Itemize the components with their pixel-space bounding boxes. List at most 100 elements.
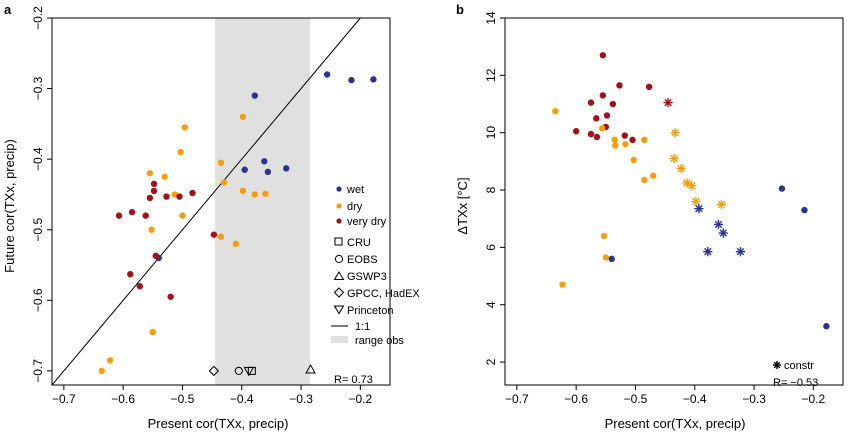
very-dry-point (645, 83, 653, 91)
very-dry-point (609, 100, 617, 108)
very-dry-point (115, 212, 123, 219)
legend-gswp3-triangle-icon (333, 271, 345, 280)
panel-b-label: b (456, 2, 464, 17)
dry-constrained-point (687, 181, 697, 191)
panel-a-one-to-one-line (51, 17, 361, 386)
x-tick-label: −0.4 (230, 392, 254, 406)
y-tick-label: −0.6 (31, 288, 45, 312)
dry-point (599, 125, 606, 132)
very-dry-point (142, 212, 149, 219)
very-dry-point (599, 92, 607, 99)
wet-point (801, 206, 808, 214)
y-tick-label: 6 (484, 244, 498, 251)
very-dry-point (587, 130, 595, 138)
legend-wet-label: wet (346, 184, 364, 196)
x-tick-label: −0.3 (742, 392, 766, 406)
dry-point (181, 124, 189, 131)
dry-constrained-point (676, 163, 686, 174)
legend-range-obs-swatch (331, 336, 348, 343)
legend-cru-square-icon (334, 237, 343, 246)
x-tick-label: −0.7 (505, 392, 529, 406)
dry-point (220, 179, 228, 186)
panel-a-x-axis: −0.7 −0.6 −0.5 −0.4 −0.3 −0.2 (52, 385, 373, 406)
legend-princeton-triangle-down-icon (333, 305, 345, 315)
dry-point (239, 187, 247, 195)
panel-a-x-axis-label: Present cor(TXx, precip) (148, 416, 289, 431)
panel-a: a −0.7 −0.6 −0.5 −0.4 −0.3 −0.2 −0.7−0.6−0.5−… (2, 2, 420, 431)
one-to-one-line (51, 17, 361, 386)
panel-b-y-axis-label: ΔTXx [°C] (455, 177, 470, 234)
dry-point (622, 140, 629, 148)
wet-point (778, 185, 786, 192)
y-tick-label: −0.2 (31, 6, 45, 30)
wet-point (283, 165, 290, 172)
dry-point (641, 176, 648, 184)
dry-constrained-point (669, 153, 679, 164)
very-dry-point (176, 193, 183, 200)
very-dry-point (629, 136, 636, 144)
panel-a-legend: wet dry very dry CRU EOBS GSWP3 GPCC, Ha… (331, 184, 420, 347)
dry-point (251, 191, 258, 198)
very-dry-point (593, 133, 601, 141)
wet-constrained-point (694, 204, 704, 214)
dry-point (641, 136, 648, 144)
very-dry-point (572, 128, 580, 135)
asterisk-icon-shape (773, 361, 781, 369)
x-tick-label: −0.6 (111, 392, 135, 406)
legend-cru-label: CRU (347, 237, 371, 249)
panel-b-plot-frame (504, 17, 844, 386)
wet-constrained-point (713, 219, 724, 230)
y-tick-label: −0.7 (31, 359, 45, 383)
wet-constrained-point (703, 247, 713, 257)
wet-point (261, 158, 268, 165)
dry-point (552, 107, 559, 115)
legend-dry-marker (336, 203, 342, 209)
legend-eobs-circle-icon (334, 254, 344, 264)
legend-wet-marker (336, 186, 342, 192)
legend-dry-label: dry (347, 201, 363, 213)
panel-a-y-axis-label: Future cor(TXx, precip) (2, 139, 17, 273)
dry-point (148, 226, 155, 233)
dry-point (602, 254, 610, 261)
panel-b-y-axis: 2 4 6 8 10 12 14 (484, 11, 505, 365)
dry-point (179, 212, 186, 219)
panel-a-observations (208, 363, 316, 377)
wet-point (348, 76, 355, 84)
y-tick-label: 14 (484, 11, 498, 25)
wet-point (823, 323, 830, 330)
very-dry-point (210, 231, 218, 238)
dry-point (559, 281, 566, 288)
legend-very-dry-marker (336, 218, 342, 224)
panel-b-constrained-points (663, 97, 746, 257)
dry-constrained-point (682, 178, 692, 188)
panel-b-x-axis-label: Present cor(TXx, precip) (605, 416, 746, 431)
very-dry-point (599, 52, 607, 59)
wet-point (370, 76, 377, 83)
y-tick-label: 2 (484, 358, 498, 365)
very-dry-point (163, 193, 170, 200)
x-tick-label: −0.3 (289, 392, 313, 406)
y-tick-label: 4 (484, 301, 498, 308)
legend-gpcc-hadex-diamond-icon (333, 287, 345, 298)
panel-a-range-obs-band (215, 18, 310, 385)
panel-b-points (552, 52, 830, 330)
panel-b-legend: constr (773, 360, 814, 372)
dry-point (106, 357, 114, 364)
panel-b: b −0.7 −0.6 −0.5 −0.4 −0.3 −0.2 2 4 6 8 10 12 14 Pr… (455, 2, 844, 431)
y-tick-label: 10 (484, 126, 498, 140)
y-tick-label: 12 (484, 68, 498, 82)
dry-point (217, 233, 225, 240)
dry-point (630, 156, 637, 164)
wet-point (251, 92, 258, 99)
panel-a-points (98, 71, 377, 375)
dry-point (611, 136, 618, 144)
legend-constr-label: constr (784, 360, 814, 372)
very-dry-point (146, 194, 154, 202)
wet-constrained-point (718, 228, 728, 238)
very-dry-point (189, 189, 196, 197)
wet-point (608, 255, 615, 263)
dry-constrained-point (670, 128, 680, 138)
very-dry-point (150, 187, 158, 195)
very-dry-point (128, 208, 136, 216)
